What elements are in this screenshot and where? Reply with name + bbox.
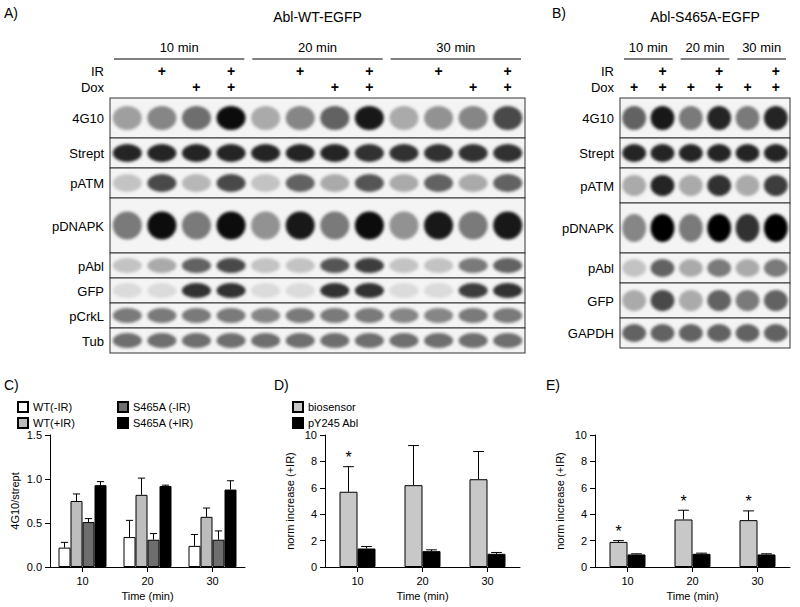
svg-text:IR: IR xyxy=(91,64,104,79)
svg-text:Dox: Dox xyxy=(591,80,615,95)
svg-text:8: 8 xyxy=(311,455,317,467)
svg-text:20 min: 20 min xyxy=(298,40,337,55)
svg-text:+: + xyxy=(772,63,780,79)
svg-text:pY245 Abl: pY245 Abl xyxy=(308,417,358,429)
svg-text:pDNAPK: pDNAPK xyxy=(562,221,614,236)
svg-text:Abl-WT-EGFP: Abl-WT-EGFP xyxy=(273,9,362,25)
svg-text:20 min: 20 min xyxy=(685,40,724,55)
svg-text:pDNAPK: pDNAPK xyxy=(52,219,104,234)
svg-text:+: + xyxy=(658,63,666,79)
svg-text:Strept: Strept xyxy=(69,146,104,161)
svg-text:biosensor: biosensor xyxy=(308,401,356,413)
svg-text:Time (min): Time (min) xyxy=(121,590,173,602)
svg-text:30 min: 30 min xyxy=(436,40,475,55)
svg-text:30: 30 xyxy=(751,575,763,587)
svg-text:WT(-IR): WT(-IR) xyxy=(33,401,72,413)
svg-text:WT(+IR): WT(+IR) xyxy=(33,417,75,429)
svg-text:1.0: 1.0 xyxy=(27,473,42,485)
svg-text:10: 10 xyxy=(305,429,317,441)
svg-text:E): E) xyxy=(546,377,560,393)
svg-text:+: + xyxy=(630,79,638,95)
svg-text:*: * xyxy=(745,493,751,510)
svg-text:S465A (+IR): S465A (+IR) xyxy=(133,417,193,429)
svg-text:0: 0 xyxy=(581,561,587,573)
svg-text:pAbl: pAbl xyxy=(588,261,614,276)
svg-text:A): A) xyxy=(4,5,18,21)
svg-text:6: 6 xyxy=(311,482,317,494)
svg-text:30: 30 xyxy=(206,575,218,587)
svg-text:S465A (-IR): S465A (-IR) xyxy=(133,401,190,413)
svg-text:+: + xyxy=(192,79,200,95)
svg-text:10: 10 xyxy=(76,575,88,587)
svg-text:+: + xyxy=(227,63,235,79)
svg-text:*: * xyxy=(345,449,351,466)
svg-text:GFP: GFP xyxy=(587,294,614,309)
svg-text:norm increase (+IR): norm increase (+IR) xyxy=(554,452,566,550)
svg-text:pAbl: pAbl xyxy=(78,259,104,274)
svg-text:Strept: Strept xyxy=(579,146,614,161)
svg-text:+: + xyxy=(504,79,512,95)
svg-text:30 min: 30 min xyxy=(742,40,781,55)
svg-text:4: 4 xyxy=(581,508,587,520)
svg-text:20: 20 xyxy=(141,575,153,587)
svg-text:+: + xyxy=(434,63,442,79)
svg-text:+: + xyxy=(365,63,373,79)
svg-text:*: * xyxy=(615,523,621,540)
svg-text:pATM: pATM xyxy=(580,179,614,194)
svg-text:+: + xyxy=(658,79,666,95)
svg-text:pCrkL: pCrkL xyxy=(69,309,104,324)
svg-text:10: 10 xyxy=(621,575,633,587)
svg-text:4G10/strept: 4G10/strept xyxy=(9,472,21,529)
svg-text:norm increase (+IR): norm increase (+IR) xyxy=(284,452,296,550)
svg-text:+: + xyxy=(715,63,723,79)
svg-text:20: 20 xyxy=(686,575,698,587)
svg-text:4G10: 4G10 xyxy=(582,111,614,126)
svg-text:1.5: 1.5 xyxy=(27,429,42,441)
svg-text:+: + xyxy=(158,63,166,79)
svg-text:+: + xyxy=(296,63,304,79)
svg-text:4: 4 xyxy=(311,508,317,520)
svg-text:0.5: 0.5 xyxy=(27,517,42,529)
svg-text:10 min: 10 min xyxy=(629,40,668,55)
svg-text:10: 10 xyxy=(351,575,363,587)
svg-text:+: + xyxy=(331,79,339,95)
svg-text:+: + xyxy=(743,79,751,95)
svg-text:+: + xyxy=(687,79,695,95)
svg-text:Tub: Tub xyxy=(82,334,104,349)
svg-text:4G10: 4G10 xyxy=(72,111,104,126)
svg-text:C): C) xyxy=(4,377,19,393)
svg-text:+: + xyxy=(772,79,780,95)
svg-text:D): D) xyxy=(274,377,289,393)
svg-text:2: 2 xyxy=(581,535,587,547)
svg-text:Time (min): Time (min) xyxy=(396,590,448,602)
svg-text:*: * xyxy=(680,493,686,510)
svg-text:Abl-S465A-EGFP: Abl-S465A-EGFP xyxy=(650,9,760,25)
svg-text:2: 2 xyxy=(311,535,317,547)
svg-text:6: 6 xyxy=(581,482,587,494)
svg-text:IR: IR xyxy=(601,64,614,79)
svg-text:+: + xyxy=(365,79,373,95)
svg-text:GFP: GFP xyxy=(77,284,104,299)
svg-text:GAPDH: GAPDH xyxy=(568,326,614,341)
svg-text:30: 30 xyxy=(481,575,493,587)
svg-text:B): B) xyxy=(552,5,566,21)
svg-text:Dox: Dox xyxy=(81,80,105,95)
svg-text:+: + xyxy=(469,79,477,95)
svg-text:10 min: 10 min xyxy=(160,40,199,55)
svg-text:+: + xyxy=(715,79,723,95)
svg-text:10: 10 xyxy=(575,429,587,441)
svg-text:8: 8 xyxy=(581,455,587,467)
svg-text:+: + xyxy=(227,79,235,95)
svg-text:20: 20 xyxy=(416,575,428,587)
svg-text:+: + xyxy=(504,63,512,79)
svg-text:0.0: 0.0 xyxy=(27,561,42,573)
svg-text:pATM: pATM xyxy=(70,176,104,191)
svg-text:Time (min): Time (min) xyxy=(666,590,718,602)
svg-text:0: 0 xyxy=(311,561,317,573)
